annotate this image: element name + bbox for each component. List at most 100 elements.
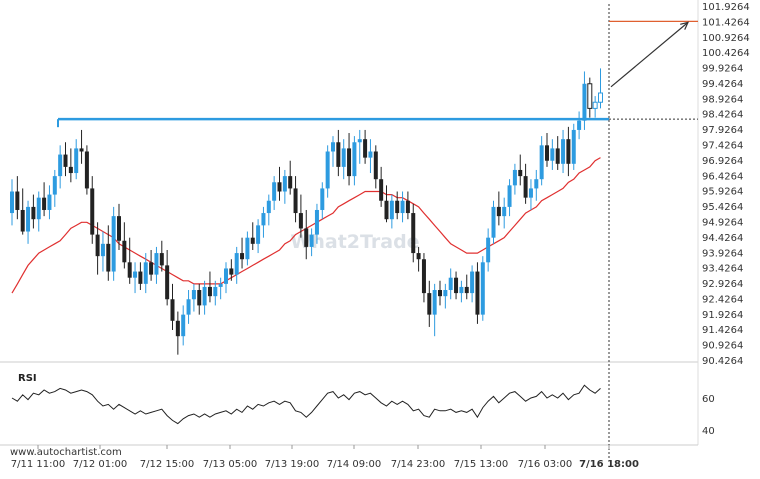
candle [282, 169, 287, 204]
y-tick-label: 94.4264 [702, 233, 743, 244]
candle [15, 176, 20, 220]
candle-body [400, 200, 405, 214]
candle [68, 148, 73, 183]
candle-body [42, 197, 47, 210]
candle-body [363, 139, 368, 158]
candle [20, 188, 25, 235]
candle-body [448, 277, 453, 291]
candle [352, 136, 357, 186]
candle [555, 136, 560, 170]
candle [154, 246, 159, 284]
candle-body [293, 188, 298, 214]
candle-body [592, 101, 598, 109]
candles-layer [10, 68, 603, 355]
candle [181, 305, 186, 346]
candle [213, 280, 218, 306]
candle [438, 280, 442, 306]
candle [26, 200, 31, 244]
candle-body [122, 240, 127, 263]
candle [304, 209, 309, 260]
candle-body [159, 253, 164, 266]
candle [427, 280, 432, 327]
candle [100, 231, 105, 272]
candle-body [432, 290, 437, 315]
candle-body [31, 206, 36, 220]
candle [256, 219, 261, 254]
candle [36, 191, 41, 232]
candle-body [411, 213, 416, 254]
candle [470, 265, 475, 303]
rsi-tick-label: 60 [702, 394, 715, 405]
x-axis: 7/11 11:00 7/12 01:00 7/12 15:00 7/13 05:00… [11, 445, 639, 470]
y-tick-label: 92.9264 [702, 279, 743, 290]
x-tick-label: 7/15 13:00 [454, 459, 508, 470]
candle [341, 139, 346, 180]
candle [245, 231, 250, 266]
candle-body [261, 213, 266, 226]
candle-body [421, 259, 426, 294]
y-tick-label: 101.4264 [702, 17, 750, 28]
candle-body [331, 142, 335, 152]
candle [480, 256, 485, 321]
candle-body [571, 129, 576, 164]
candle [373, 145, 378, 189]
candle [42, 182, 47, 217]
candle [202, 280, 207, 315]
candle [106, 225, 111, 281]
candle-body [395, 200, 400, 214]
candle-body [486, 237, 491, 263]
candle [191, 283, 196, 312]
candle-body [496, 206, 501, 217]
rsi-tick-label: 40 [702, 426, 715, 437]
candle-body [336, 142, 341, 167]
candle [229, 259, 234, 281]
candle-body [320, 188, 325, 210]
candle-body [95, 234, 100, 257]
candle-body [528, 188, 533, 198]
candle [518, 154, 523, 186]
candle-body [550, 148, 555, 161]
x-tick-label: 7/11 11:00 [11, 459, 65, 470]
candle-body [79, 148, 84, 152]
x-tick-label: 7/13 19:00 [265, 459, 319, 470]
candle [293, 176, 298, 223]
candle-body [74, 148, 79, 174]
candle [309, 228, 314, 257]
candle-body [90, 188, 95, 235]
y-tick-label: 97.4264 [702, 141, 743, 152]
candle-body [100, 243, 105, 257]
candle [454, 271, 459, 300]
candle [138, 262, 143, 291]
y-tick-label: 90.9264 [702, 341, 743, 352]
candle [411, 203, 416, 263]
candle [149, 249, 154, 281]
candle-body [545, 145, 549, 161]
candle [384, 185, 389, 223]
rsi-label: RSI [18, 373, 37, 384]
candle [550, 139, 555, 170]
candle-body [272, 182, 277, 201]
candle [389, 194, 394, 229]
candle [250, 222, 255, 250]
candle [598, 68, 603, 109]
candle [261, 206, 266, 238]
candle [159, 240, 164, 272]
candle-body [304, 228, 309, 247]
candle-body [170, 299, 175, 321]
candle-body [288, 176, 293, 189]
candle [298, 194, 303, 238]
candle-body [464, 286, 469, 294]
candle [117, 203, 121, 250]
candle-body [277, 182, 282, 192]
candle [325, 145, 330, 198]
candle-body [106, 243, 111, 272]
candle [224, 262, 228, 294]
candle-body [539, 145, 544, 180]
candle [314, 203, 319, 244]
candle [331, 136, 335, 167]
candle [507, 179, 512, 217]
candle-body [577, 120, 582, 130]
candle-body [117, 216, 121, 241]
x-tick-label: 7/14 09:00 [327, 459, 381, 470]
candle-body [138, 271, 143, 284]
